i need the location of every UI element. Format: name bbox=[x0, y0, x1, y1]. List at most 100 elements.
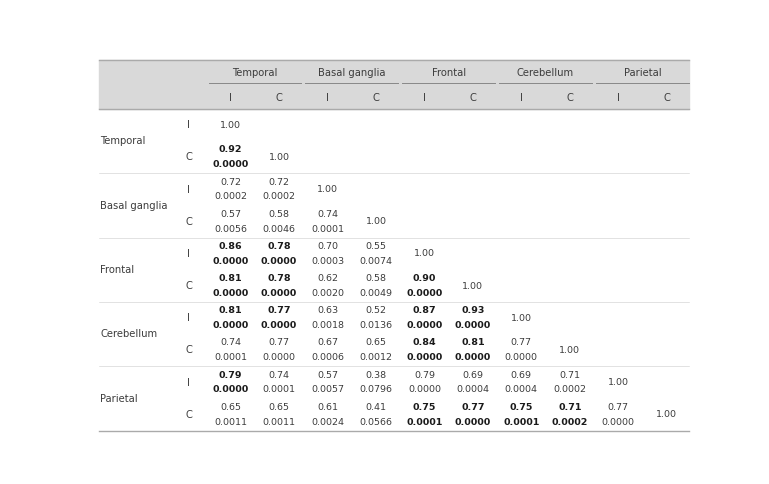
Text: I: I bbox=[229, 93, 232, 103]
Text: C: C bbox=[566, 93, 573, 103]
Text: 0.65: 0.65 bbox=[220, 403, 241, 412]
Text: C: C bbox=[185, 409, 192, 420]
Text: 0.74: 0.74 bbox=[220, 338, 241, 348]
Text: 0.0000: 0.0000 bbox=[406, 321, 442, 330]
Text: 0.55: 0.55 bbox=[365, 242, 387, 251]
Text: 0.0024: 0.0024 bbox=[311, 418, 344, 426]
Text: 0.0002: 0.0002 bbox=[262, 193, 295, 201]
Text: 0.79: 0.79 bbox=[414, 371, 435, 379]
Text: I: I bbox=[187, 184, 190, 195]
Text: 0.61: 0.61 bbox=[317, 403, 338, 412]
Text: 0.72: 0.72 bbox=[268, 178, 290, 187]
Text: 0.0012: 0.0012 bbox=[359, 353, 392, 362]
Text: 0.71: 0.71 bbox=[558, 403, 581, 412]
Text: 0.77: 0.77 bbox=[511, 338, 532, 348]
Text: 0.0000: 0.0000 bbox=[454, 418, 491, 426]
Text: Frontal: Frontal bbox=[100, 265, 135, 275]
Text: 0.0020: 0.0020 bbox=[311, 289, 344, 298]
Text: I: I bbox=[326, 93, 329, 103]
Text: 0.74: 0.74 bbox=[268, 371, 290, 379]
Text: 0.75: 0.75 bbox=[510, 403, 533, 412]
Text: I: I bbox=[187, 120, 190, 130]
Text: 0.0000: 0.0000 bbox=[406, 353, 442, 362]
Text: 0.72: 0.72 bbox=[220, 178, 241, 187]
Text: 0.79: 0.79 bbox=[219, 371, 242, 379]
Text: C: C bbox=[372, 93, 379, 103]
Text: 0.0000: 0.0000 bbox=[212, 289, 248, 298]
Text: C: C bbox=[663, 93, 670, 103]
Text: 0.0002: 0.0002 bbox=[551, 418, 588, 426]
Text: I: I bbox=[187, 378, 190, 388]
Text: Parietal: Parietal bbox=[100, 393, 138, 404]
Text: 1.00: 1.00 bbox=[559, 346, 581, 355]
Text: 0.69: 0.69 bbox=[511, 371, 532, 379]
Text: C: C bbox=[185, 346, 192, 355]
Text: 0.0006: 0.0006 bbox=[311, 353, 344, 362]
Text: 0.81: 0.81 bbox=[461, 338, 484, 348]
Text: 0.0001: 0.0001 bbox=[214, 353, 247, 362]
Text: 0.0000: 0.0000 bbox=[454, 353, 491, 362]
Text: 0.0000: 0.0000 bbox=[454, 321, 491, 330]
Text: 0.0001: 0.0001 bbox=[311, 225, 344, 234]
Text: C: C bbox=[275, 93, 282, 103]
Text: 0.71: 0.71 bbox=[559, 371, 581, 379]
Text: 0.78: 0.78 bbox=[268, 274, 291, 283]
Text: 0.65: 0.65 bbox=[365, 338, 387, 348]
Text: 0.0002: 0.0002 bbox=[214, 193, 247, 201]
Text: 0.0796: 0.0796 bbox=[359, 385, 392, 394]
Text: 0.0074: 0.0074 bbox=[359, 257, 392, 266]
Text: 0.0046: 0.0046 bbox=[262, 225, 295, 234]
Text: 0.0000: 0.0000 bbox=[212, 257, 248, 266]
Text: 0.75: 0.75 bbox=[413, 403, 436, 412]
Text: C: C bbox=[185, 152, 192, 162]
Text: 0.57: 0.57 bbox=[220, 210, 241, 219]
Text: 0.86: 0.86 bbox=[219, 242, 242, 251]
Text: 0.0000: 0.0000 bbox=[406, 289, 442, 298]
Text: 0.0002: 0.0002 bbox=[553, 385, 586, 394]
Text: 0.38: 0.38 bbox=[365, 371, 387, 379]
Text: 0.0001: 0.0001 bbox=[503, 418, 540, 426]
Text: 0.0018: 0.0018 bbox=[311, 321, 344, 330]
Text: 1.00: 1.00 bbox=[462, 282, 484, 290]
Text: 0.0057: 0.0057 bbox=[311, 385, 344, 394]
Text: 0.0000: 0.0000 bbox=[212, 160, 248, 169]
Text: C: C bbox=[469, 93, 476, 103]
Text: 0.81: 0.81 bbox=[219, 306, 242, 315]
Text: 1.00: 1.00 bbox=[268, 153, 290, 162]
Text: Basal ganglia: Basal ganglia bbox=[100, 201, 168, 211]
Text: 0.90: 0.90 bbox=[413, 274, 436, 283]
Text: 0.0566: 0.0566 bbox=[359, 418, 392, 426]
Text: 0.0056: 0.0056 bbox=[214, 225, 247, 234]
Text: 0.92: 0.92 bbox=[219, 146, 242, 154]
Text: 1.00: 1.00 bbox=[414, 249, 435, 258]
Text: 0.69: 0.69 bbox=[462, 371, 484, 379]
Text: 0.65: 0.65 bbox=[268, 403, 290, 412]
Text: 0.0049: 0.0049 bbox=[359, 289, 392, 298]
Text: 0.87: 0.87 bbox=[413, 306, 436, 315]
Text: I: I bbox=[187, 313, 190, 323]
Text: 0.0000: 0.0000 bbox=[261, 257, 297, 266]
Text: I: I bbox=[187, 249, 190, 259]
Text: 0.0136: 0.0136 bbox=[359, 321, 392, 330]
Text: 0.63: 0.63 bbox=[317, 306, 338, 315]
Text: C: C bbox=[185, 281, 192, 291]
Text: 0.67: 0.67 bbox=[317, 338, 338, 348]
Text: 0.0000: 0.0000 bbox=[408, 385, 441, 394]
Text: 0.0000: 0.0000 bbox=[212, 321, 248, 330]
Text: 0.41: 0.41 bbox=[365, 403, 387, 412]
Text: 0.0000: 0.0000 bbox=[601, 418, 634, 426]
Text: Parietal: Parietal bbox=[624, 68, 661, 78]
Bar bbox=[99, 60, 689, 109]
Text: Basal ganglia: Basal ganglia bbox=[318, 68, 385, 78]
Text: 0.0000: 0.0000 bbox=[261, 289, 297, 298]
Text: 0.93: 0.93 bbox=[461, 306, 484, 315]
Text: 0.78: 0.78 bbox=[268, 242, 291, 251]
Text: I: I bbox=[520, 93, 523, 103]
Text: 0.0000: 0.0000 bbox=[504, 353, 538, 362]
Text: I: I bbox=[423, 93, 426, 103]
Text: 0.62: 0.62 bbox=[317, 274, 338, 283]
Text: 0.0000: 0.0000 bbox=[212, 385, 248, 394]
Text: 0.0001: 0.0001 bbox=[406, 418, 443, 426]
Text: Cerebellum: Cerebellum bbox=[100, 329, 158, 339]
Text: I: I bbox=[617, 93, 620, 103]
